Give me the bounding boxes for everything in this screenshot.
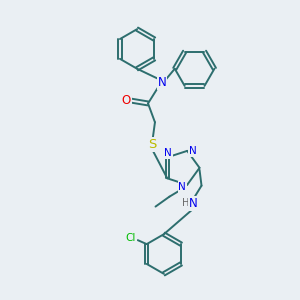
Text: H: H bbox=[182, 197, 189, 208]
Text: Cl: Cl bbox=[126, 233, 136, 243]
Text: N: N bbox=[158, 76, 166, 89]
Text: N: N bbox=[189, 197, 198, 210]
Text: N: N bbox=[164, 148, 172, 158]
Text: S: S bbox=[148, 138, 156, 151]
Text: N: N bbox=[189, 146, 197, 156]
Text: O: O bbox=[122, 94, 131, 107]
Text: N: N bbox=[178, 182, 186, 192]
